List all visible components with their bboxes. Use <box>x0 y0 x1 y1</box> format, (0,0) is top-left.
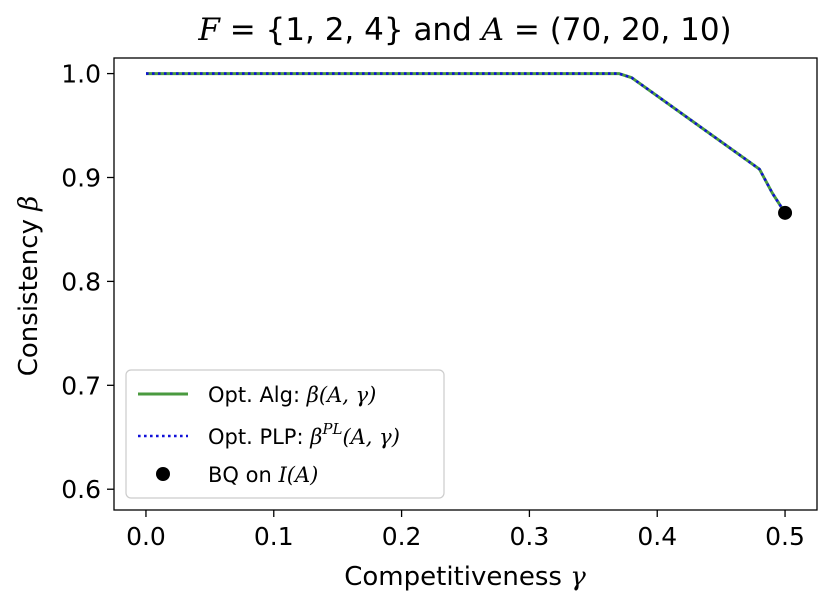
series-line-opt-plp <box>146 72 787 214</box>
x-tick-label: 0.1 <box>254 522 294 551</box>
y-axis-label-text: Consistency <box>14 211 44 376</box>
series-layer <box>146 72 787 214</box>
y-axis-label: Consistency β <box>14 196 44 377</box>
chart-title: F = {1, 2, 4} and A = (70, 20, 10) <box>197 12 731 48</box>
x-axis-label-symbol: γ <box>570 562 586 592</box>
plot-frame <box>113 57 818 511</box>
legend-label-1: Opt. PLP: βPL(A, γ) <box>208 420 400 449</box>
legend-box <box>125 369 445 499</box>
legend-handle-bq <box>156 467 170 481</box>
chart-title-part-1: = {1, 2, 4} <box>220 12 414 48</box>
series-line-opt-alg <box>146 72 787 214</box>
x-tick-label: 0.3 <box>510 522 550 551</box>
y-tick-label: 0.9 <box>61 163 101 192</box>
chart-title-part-4: = (70, 20, 10) <box>504 12 732 48</box>
points-layer <box>778 205 793 220</box>
legend: Opt. Alg: β(A, γ) Opt. PLP: βPL(A, γ) BQ o… <box>125 369 445 499</box>
y-tick-label: 0.8 <box>61 267 101 296</box>
x-axis-ticks: 0.0 0.1 0.2 0.3 0.4 0.5 <box>126 510 805 551</box>
x-axis-label: Competitiveness γ <box>344 562 586 592</box>
x-tick-label: 0.4 <box>637 522 677 551</box>
x-tick-label: 0.2 <box>382 522 422 551</box>
y-axis-label-symbol: β <box>14 196 44 212</box>
bq-point <box>778 205 793 220</box>
x-tick-label: 0.0 <box>126 522 166 551</box>
chart-title-part-3: A <box>472 12 504 48</box>
chart-title-part-0: F <box>197 12 221 48</box>
x-tick-label: 0.5 <box>765 522 805 551</box>
x-axis-label-text: Competitiveness <box>344 562 570 592</box>
y-tick-label: 1.0 <box>61 60 101 89</box>
y-tick-label: 0.7 <box>61 371 101 400</box>
y-tick-label: 0.6 <box>61 475 101 504</box>
y-axis-ticks: 0.6 0.7 0.8 0.9 1.0 <box>61 60 114 504</box>
legend-label-2: BQ on I(A) <box>208 463 318 487</box>
plot-area <box>146 72 793 220</box>
chart-title-part-2: and <box>413 12 471 48</box>
legend-label-0: Opt. Alg: β(A, γ) <box>208 383 376 407</box>
